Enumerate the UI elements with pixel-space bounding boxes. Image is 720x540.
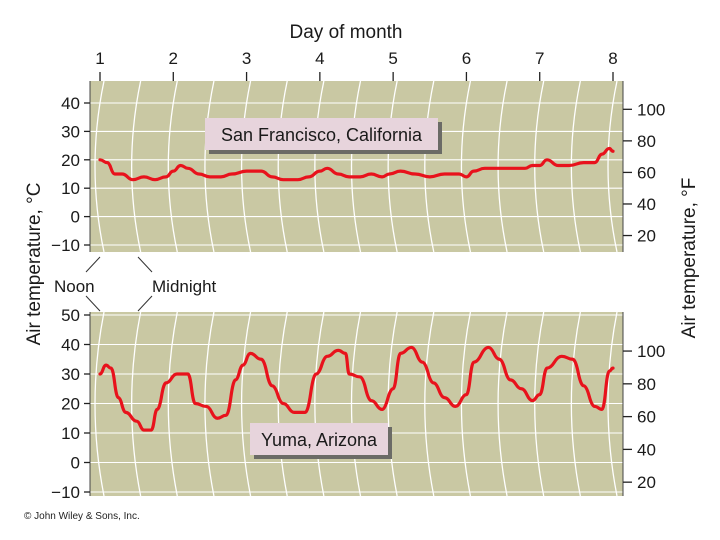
vertical-gridline — [424, 80, 435, 253]
right-tick-label: 80 — [637, 375, 656, 394]
noon-pointer-bottom — [85, 295, 101, 312]
midnight-pointer-bottom — [137, 295, 153, 312]
vertical-gridline — [643, 80, 655, 253]
panel-label: San Francisco, California — [221, 125, 423, 145]
midnight-label: Midnight — [152, 277, 217, 296]
top-tick-label: 1 — [95, 49, 104, 68]
top-tick-label: 5 — [388, 49, 397, 68]
right-tick-label: 20 — [637, 227, 656, 246]
midnight-pointer-top — [137, 256, 153, 273]
right-tick-label: 60 — [637, 163, 656, 182]
noon-label: Noon — [54, 277, 95, 296]
top-tick-label: 2 — [169, 49, 178, 68]
vertical-gridline — [497, 80, 508, 253]
vertical-gridline — [607, 80, 618, 253]
noon-pointer-top — [85, 256, 101, 273]
vertical-gridline — [350, 80, 362, 253]
vertical-gridline — [204, 80, 215, 253]
left-tick-label: 0 — [71, 208, 80, 227]
right-tick-label: 20 — [637, 473, 656, 492]
top-tick-label: 3 — [242, 49, 251, 68]
left-tick-label: 50 — [61, 306, 80, 325]
right-tick-label: 40 — [637, 440, 656, 459]
right-tick-label: 40 — [637, 195, 656, 214]
left-tick-label: 30 — [61, 365, 80, 384]
top-tick-label: 7 — [535, 49, 544, 68]
vertical-gridline — [387, 80, 398, 253]
right-tick-label: 100 — [637, 342, 665, 361]
top-tick-label: 6 — [462, 49, 471, 68]
vertical-gridline — [277, 80, 288, 253]
left-tick-label: 20 — [61, 395, 80, 414]
panel-label-box — [250, 423, 388, 455]
left-tick-label: 10 — [61, 179, 80, 198]
vertical-gridline — [240, 80, 252, 253]
horizontal-gridlines — [90, 102, 623, 246]
temperature-line — [98, 146, 615, 182]
panel-label-box — [205, 118, 438, 150]
left-axis-title: Air temperature, °C — [24, 183, 45, 346]
vertical-gridline — [643, 311, 655, 497]
left-tick-label: 40 — [61, 94, 80, 113]
right-tick-label: 60 — [637, 408, 656, 427]
left-tick-label: −10 — [51, 483, 80, 502]
top-axis-title: Day of month — [290, 22, 403, 43]
right-tick-label: 100 — [637, 100, 665, 119]
vertical-gridline — [460, 80, 472, 253]
right-tick-label: 80 — [637, 132, 656, 151]
vertical-gridline — [130, 80, 142, 253]
left-tick-label: −10 — [51, 236, 80, 255]
temperature-line — [98, 345, 615, 432]
left-tick-label: 0 — [71, 454, 80, 473]
right-axis-title: Air temperature, °F — [679, 178, 700, 339]
top-tick-label: 4 — [315, 49, 324, 68]
vertical-gridline — [167, 80, 178, 253]
left-tick-label: 30 — [61, 122, 80, 141]
top-tick-label: 8 — [608, 49, 617, 68]
vertical-gridline — [314, 80, 325, 253]
vertical-gridline — [94, 80, 105, 253]
left-tick-label: 40 — [61, 336, 80, 355]
left-tick-label: 10 — [61, 424, 80, 443]
copyright-notice: © John Wiley & Sons, Inc. — [24, 511, 140, 522]
left-tick-label: 20 — [61, 151, 80, 170]
panel-label: Yuma, Arizona — [261, 430, 378, 450]
